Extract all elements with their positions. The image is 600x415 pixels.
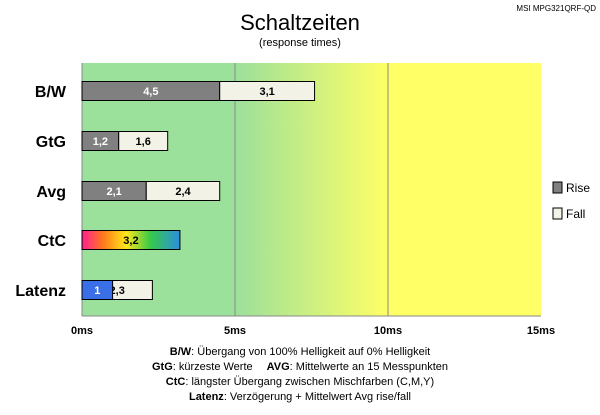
x-tick-label-1: 5ms bbox=[224, 325, 246, 337]
category-label-4: Latenz bbox=[15, 283, 66, 300]
model-label: MSI MPG321QRF-QD bbox=[516, 4, 596, 13]
plot-background bbox=[82, 63, 541, 316]
background-zone-2 bbox=[388, 63, 541, 316]
bar-special-1 bbox=[81, 280, 114, 300]
notes: B/W: Übergang von 100% Helligkeit auf 0%… bbox=[152, 346, 448, 403]
bar-label-fall-4: 2,3 bbox=[110, 285, 125, 297]
bar-label-rise-2: 2,1 bbox=[106, 186, 121, 198]
note-bw: B/W: Übergang von 100% Helligkeit auf 0%… bbox=[170, 346, 430, 358]
legend-label-fall: Fall bbox=[566, 207, 585, 221]
x-tick-label-3: 15ms bbox=[527, 325, 555, 337]
bars: 4,5 3,1 1,2 1,6 2,1 2,4 3,2 2,3 1 bbox=[81, 81, 316, 300]
x-tick-label-2: 10ms bbox=[374, 325, 402, 337]
x-axis-ticks: 0ms 5ms 10ms 15ms bbox=[71, 325, 555, 337]
legend-label-rise: Rise bbox=[566, 181, 590, 195]
bar-label-fall-1: 1,6 bbox=[136, 136, 151, 148]
category-label-0: B/W bbox=[35, 84, 67, 101]
x-tick-label-0: 0ms bbox=[71, 325, 93, 337]
bar-fall-0 bbox=[219, 81, 316, 101]
legend: Rise Fall bbox=[552, 181, 590, 221]
bar-special-0 bbox=[81, 230, 181, 250]
bar-label-rise-1: 1,2 bbox=[93, 136, 108, 148]
chart-subtitle: (response times) bbox=[259, 37, 341, 49]
category-labels: B/W GtG Avg CtC Latenz bbox=[15, 84, 67, 300]
background-zone-1 bbox=[235, 63, 388, 316]
bar-label-rise-0: 4,5 bbox=[143, 86, 158, 98]
chart-title: Schaltzeiten bbox=[240, 10, 360, 35]
legend-swatch-fall bbox=[552, 207, 563, 220]
category-label-3: CtC bbox=[38, 233, 67, 250]
note-latenz: Latenz: Verzögerung + Mittelwert Avg ris… bbox=[189, 391, 411, 403]
bar-label-special-0: 3,2 bbox=[123, 235, 138, 247]
legend-swatch-rise bbox=[552, 181, 563, 194]
category-label-1: GtG bbox=[36, 134, 66, 151]
bar-label-fall-2: 2,4 bbox=[175, 186, 191, 198]
category-label-2: Avg bbox=[36, 184, 66, 201]
bar-label-fall-0: 3,1 bbox=[259, 86, 274, 98]
bar-fall-2 bbox=[145, 181, 221, 201]
note-ctc: CtC: längster Übergang zwischen Mischfar… bbox=[166, 376, 434, 388]
bar-fall-1 bbox=[118, 131, 169, 151]
bar-label-special-1: 1 bbox=[94, 285, 100, 297]
note-gtg-avg: GtG: kürzeste Werte AVG: Mittelwerte an 1… bbox=[152, 361, 448, 373]
